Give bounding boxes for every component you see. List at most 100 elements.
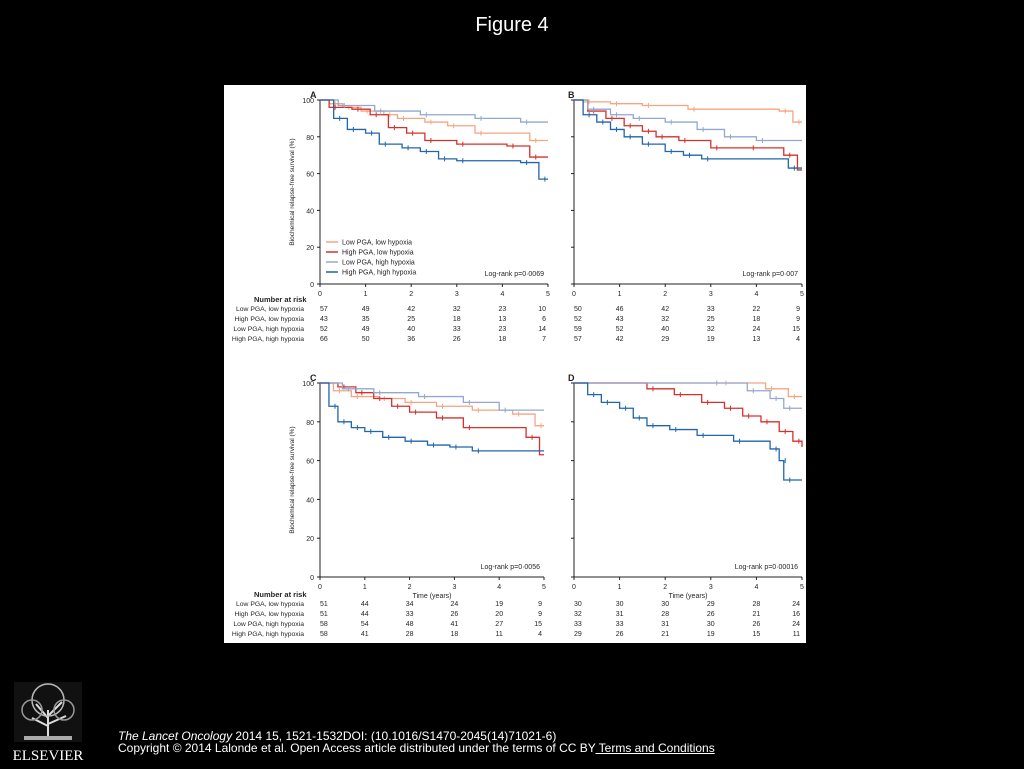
citation-journal: The Lancet Oncology bbox=[118, 729, 233, 743]
risk-value-b-low-low-2: 42 bbox=[661, 306, 669, 313]
risk-value-b-high-high-1: 42 bbox=[616, 336, 624, 343]
risk-value-d-high-high-3: 19 bbox=[707, 631, 715, 638]
risk-value-d-low-low-1: 30 bbox=[616, 601, 624, 608]
risk-value-b-high-low-1: 43 bbox=[616, 316, 624, 323]
risk-value-b-low-high-3: 32 bbox=[707, 326, 715, 333]
risk-value-a-high-high-4: 18 bbox=[499, 336, 507, 343]
citation-details: 2014 15, 1521-1532DOI: (10.1016/S1470-20… bbox=[232, 729, 557, 743]
x-axis-label-c: Time (years) bbox=[412, 593, 451, 600]
x-tick-label-d-5: 5 bbox=[800, 584, 804, 591]
risk-value-c-low-low-4: 19 bbox=[495, 601, 503, 608]
risk-row-label-c-low-high: Low PGA, high hypoxia bbox=[233, 621, 304, 628]
x-tick-label-c-5: 5 bbox=[542, 584, 546, 591]
y-axis-label-c: Biochemical relapse-free survival (%) bbox=[289, 426, 296, 533]
x-tick-label-b-3: 3 bbox=[709, 291, 713, 298]
x-tick-label-b-1: 1 bbox=[618, 291, 622, 298]
risk-value-d-low-low-3: 29 bbox=[707, 601, 715, 608]
y-tick-label-a-0: 0 bbox=[310, 282, 314, 289]
risk-table-header-a: Number at risk bbox=[254, 295, 307, 304]
y-tick-label-c-80: 80 bbox=[306, 420, 314, 427]
y-tick-label-a-80: 80 bbox=[306, 135, 314, 142]
risk-value-a-high-low-5: 6 bbox=[542, 316, 546, 323]
risk-value-d-low-low-5: 24 bbox=[792, 601, 800, 608]
x-tick-label-c-2: 2 bbox=[408, 584, 412, 591]
x-axis-label-d: Time (years) bbox=[668, 593, 707, 600]
risk-value-b-low-high-2: 40 bbox=[661, 326, 669, 333]
panel-letter-c: C bbox=[310, 373, 317, 383]
risk-value-c-high-low-4: 20 bbox=[495, 611, 503, 618]
risk-value-c-low-high-3: 41 bbox=[451, 621, 459, 628]
km-curve-c-high-high bbox=[320, 382, 544, 452]
risk-value-c-high-high-3: 18 bbox=[451, 631, 459, 638]
risk-row-label-a-high-high: High PGA, high hypoxia bbox=[232, 336, 304, 343]
risk-value-b-low-low-4: 22 bbox=[753, 306, 761, 313]
risk-value-b-low-low-1: 46 bbox=[616, 306, 624, 313]
risk-value-d-high-low-1: 31 bbox=[616, 611, 624, 618]
risk-value-a-high-low-0: 43 bbox=[320, 316, 328, 323]
legend-label-low-low: Low PGA, low hypoxia bbox=[342, 240, 412, 247]
risk-value-d-high-low-2: 28 bbox=[661, 611, 669, 618]
risk-value-a-high-low-1: 35 bbox=[362, 316, 370, 323]
y-tick-label-a-20: 20 bbox=[306, 245, 314, 252]
x-tick-label-b-2: 2 bbox=[663, 291, 667, 298]
risk-value-d-low-high-0: 33 bbox=[574, 621, 582, 628]
x-tick-label-a-5: 5 bbox=[546, 291, 550, 298]
x-tick-label-c-1: 1 bbox=[363, 584, 367, 591]
risk-value-d-high-high-4: 15 bbox=[753, 631, 761, 638]
km-curve-c-low-high bbox=[320, 382, 544, 411]
x-tick-label-d-4: 4 bbox=[754, 584, 758, 591]
risk-value-a-low-low-3: 32 bbox=[453, 306, 461, 313]
risk-value-c-low-low-1: 44 bbox=[361, 601, 369, 608]
x-tick-label-c-3: 3 bbox=[452, 584, 456, 591]
x-tick-label-a-2: 2 bbox=[409, 291, 413, 298]
risk-value-a-low-low-0: 57 bbox=[320, 306, 328, 313]
km-curve-a-low-low bbox=[320, 99, 548, 142]
x-tick-label-d-3: 3 bbox=[709, 584, 713, 591]
risk-value-c-low-high-1: 54 bbox=[361, 621, 369, 628]
y-tick-label-c-60: 60 bbox=[306, 459, 314, 466]
risk-row-label-c-low-low: Low PGA, low hypoxia bbox=[236, 601, 304, 608]
risk-value-d-low-low-2: 30 bbox=[661, 601, 669, 608]
terms-link[interactable]: Terms and Conditions bbox=[595, 741, 715, 755]
risk-value-b-high-low-2: 32 bbox=[661, 316, 669, 323]
x-tick-label-c-4: 4 bbox=[497, 584, 501, 591]
risk-row-label-a-low-low: Low PGA, low hypoxia bbox=[236, 306, 304, 313]
risk-value-b-low-high-0: 59 bbox=[574, 326, 582, 333]
x-tick-label-d-0: 0 bbox=[572, 584, 576, 591]
x-tick-label-d-2: 2 bbox=[663, 584, 667, 591]
risk-value-c-low-low-2: 34 bbox=[406, 601, 414, 608]
risk-row-label-a-low-high: Low PGA, high hypoxia bbox=[233, 326, 304, 333]
risk-value-b-high-high-5: 4 bbox=[796, 336, 800, 343]
km-curve-d-high-low bbox=[574, 382, 803, 448]
risk-value-a-low-low-5: 10 bbox=[538, 306, 546, 313]
figure-panel: A 0 20 40 60 80 100 0 1 2 3 4 5 Biochemical relapse-f… bbox=[224, 85, 806, 643]
km-curve-a-high-high bbox=[320, 99, 548, 180]
risk-value-a-low-high-2: 40 bbox=[407, 326, 415, 333]
risk-value-c-low-high-2: 48 bbox=[406, 621, 414, 628]
elsevier-logo: ELSEVIER bbox=[8, 680, 88, 764]
risk-row-label-c-high-low: High PGA, low hypoxia bbox=[234, 611, 304, 618]
risk-value-d-high-low-3: 26 bbox=[707, 611, 715, 618]
y-tick-label-a-60: 60 bbox=[306, 172, 314, 179]
risk-row-label-c-high-high: High PGA, high hypoxia bbox=[232, 631, 304, 638]
km-curve-d-high-high bbox=[574, 382, 802, 481]
risk-value-a-low-high-3: 33 bbox=[453, 326, 461, 333]
risk-value-a-high-low-4: 13 bbox=[499, 316, 507, 323]
risk-value-a-low-high-5: 14 bbox=[538, 326, 546, 333]
y-tick-label-a-100: 100 bbox=[302, 98, 314, 105]
risk-value-a-high-high-2: 36 bbox=[407, 336, 415, 343]
risk-value-d-low-low-4: 28 bbox=[753, 601, 761, 608]
risk-value-b-low-high-5: 15 bbox=[792, 326, 800, 333]
log-rank-annotation-c: Log-rank p=0·0056 bbox=[481, 564, 540, 571]
risk-value-c-low-low-3: 24 bbox=[451, 601, 459, 608]
x-tick-label-a-3: 3 bbox=[455, 291, 459, 298]
risk-value-a-high-high-0: 66 bbox=[320, 336, 328, 343]
risk-value-d-high-high-0: 29 bbox=[574, 631, 582, 638]
risk-value-b-high-high-4: 13 bbox=[753, 336, 761, 343]
citation-line: The Lancet Oncology 2014 15, 1521-1532DO… bbox=[118, 729, 556, 743]
risk-value-d-low-high-3: 30 bbox=[707, 621, 715, 628]
risk-value-a-high-low-2: 25 bbox=[407, 316, 415, 323]
risk-value-b-low-high-4: 24 bbox=[753, 326, 761, 333]
risk-value-c-high-low-0: 51 bbox=[320, 611, 328, 618]
